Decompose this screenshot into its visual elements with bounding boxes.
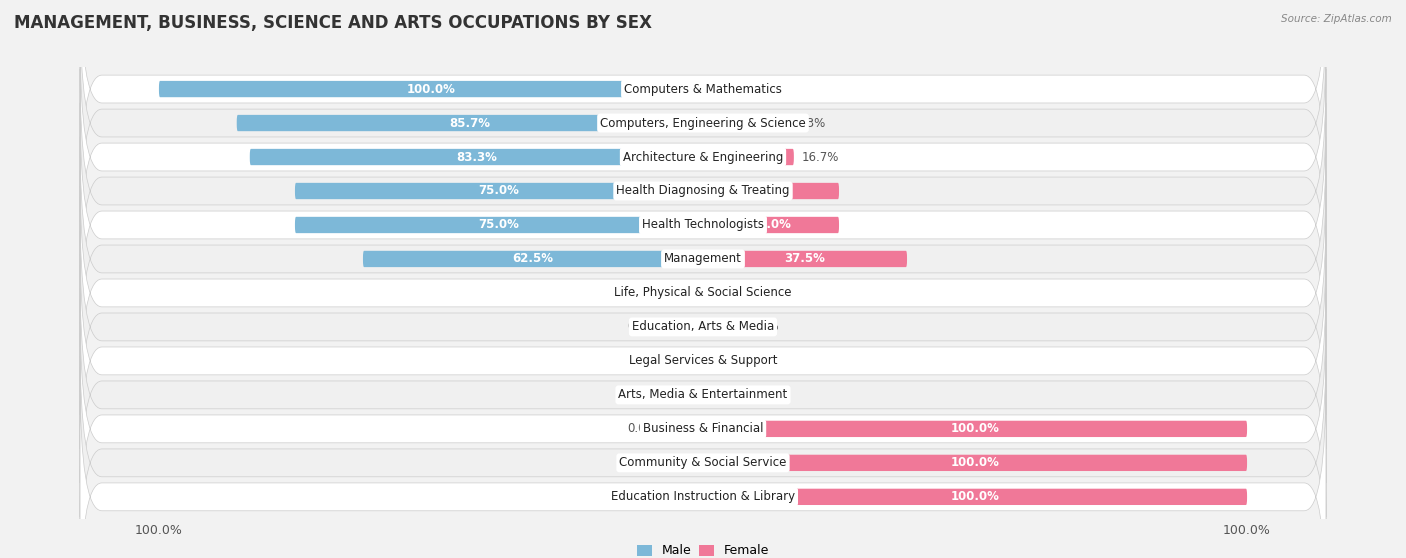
FancyBboxPatch shape bbox=[80, 273, 1326, 517]
Text: Management: Management bbox=[664, 252, 742, 266]
FancyBboxPatch shape bbox=[80, 341, 1326, 558]
FancyBboxPatch shape bbox=[295, 183, 703, 199]
Text: Life, Physical & Social Science: Life, Physical & Social Science bbox=[614, 286, 792, 300]
FancyBboxPatch shape bbox=[80, 137, 1326, 381]
Text: 75.0%: 75.0% bbox=[478, 185, 519, 198]
Text: 0.0%: 0.0% bbox=[627, 388, 657, 401]
Text: Business & Financial: Business & Financial bbox=[643, 422, 763, 435]
Text: 83.3%: 83.3% bbox=[456, 151, 496, 163]
FancyBboxPatch shape bbox=[665, 353, 703, 369]
Text: Architecture & Engineering: Architecture & Engineering bbox=[623, 151, 783, 163]
Text: 25.0%: 25.0% bbox=[751, 219, 792, 232]
Text: 0.0%: 0.0% bbox=[627, 422, 657, 435]
FancyBboxPatch shape bbox=[665, 319, 703, 335]
FancyBboxPatch shape bbox=[703, 455, 1247, 471]
FancyBboxPatch shape bbox=[80, 1, 1326, 245]
FancyBboxPatch shape bbox=[703, 285, 741, 301]
FancyBboxPatch shape bbox=[703, 353, 741, 369]
FancyBboxPatch shape bbox=[703, 421, 1247, 437]
Text: 100.0%: 100.0% bbox=[950, 456, 1000, 469]
FancyBboxPatch shape bbox=[703, 81, 741, 97]
FancyBboxPatch shape bbox=[665, 455, 703, 471]
Text: 0.0%: 0.0% bbox=[627, 320, 657, 334]
FancyBboxPatch shape bbox=[236, 115, 703, 131]
Text: 37.5%: 37.5% bbox=[785, 252, 825, 266]
Text: 0.0%: 0.0% bbox=[627, 456, 657, 469]
Text: 75.0%: 75.0% bbox=[478, 219, 519, 232]
Text: 0.0%: 0.0% bbox=[749, 83, 779, 95]
FancyBboxPatch shape bbox=[80, 375, 1326, 558]
FancyBboxPatch shape bbox=[295, 217, 703, 233]
Text: Education Instruction & Library: Education Instruction & Library bbox=[612, 490, 794, 503]
FancyBboxPatch shape bbox=[703, 115, 780, 131]
FancyBboxPatch shape bbox=[80, 69, 1326, 313]
FancyBboxPatch shape bbox=[250, 149, 703, 165]
Text: 100.0%: 100.0% bbox=[950, 490, 1000, 503]
Text: Legal Services & Support: Legal Services & Support bbox=[628, 354, 778, 367]
Text: 0.0%: 0.0% bbox=[749, 286, 779, 300]
Text: Computers & Mathematics: Computers & Mathematics bbox=[624, 83, 782, 95]
FancyBboxPatch shape bbox=[665, 421, 703, 437]
Text: 0.0%: 0.0% bbox=[627, 286, 657, 300]
FancyBboxPatch shape bbox=[665, 387, 703, 403]
FancyBboxPatch shape bbox=[80, 0, 1326, 211]
Text: 62.5%: 62.5% bbox=[512, 252, 554, 266]
FancyBboxPatch shape bbox=[703, 251, 907, 267]
Text: 100.0%: 100.0% bbox=[950, 422, 1000, 435]
Text: 0.0%: 0.0% bbox=[749, 354, 779, 367]
Text: 0.0%: 0.0% bbox=[627, 490, 657, 503]
FancyBboxPatch shape bbox=[80, 171, 1326, 415]
FancyBboxPatch shape bbox=[703, 183, 839, 199]
FancyBboxPatch shape bbox=[80, 205, 1326, 449]
FancyBboxPatch shape bbox=[703, 387, 741, 403]
Legend: Male, Female: Male, Female bbox=[631, 540, 775, 558]
FancyBboxPatch shape bbox=[665, 489, 703, 505]
Text: 0.0%: 0.0% bbox=[627, 354, 657, 367]
Text: MANAGEMENT, BUSINESS, SCIENCE AND ARTS OCCUPATIONS BY SEX: MANAGEMENT, BUSINESS, SCIENCE AND ARTS O… bbox=[14, 14, 652, 32]
FancyBboxPatch shape bbox=[703, 149, 794, 165]
Text: 16.7%: 16.7% bbox=[801, 151, 839, 163]
Text: 25.0%: 25.0% bbox=[751, 185, 792, 198]
FancyBboxPatch shape bbox=[703, 217, 839, 233]
Text: Education, Arts & Media: Education, Arts & Media bbox=[631, 320, 775, 334]
FancyBboxPatch shape bbox=[159, 81, 703, 97]
FancyBboxPatch shape bbox=[703, 319, 741, 335]
FancyBboxPatch shape bbox=[665, 285, 703, 301]
Text: 100.0%: 100.0% bbox=[406, 83, 456, 95]
FancyBboxPatch shape bbox=[80, 103, 1326, 347]
Text: 0.0%: 0.0% bbox=[749, 320, 779, 334]
Text: Arts, Media & Entertainment: Arts, Media & Entertainment bbox=[619, 388, 787, 401]
FancyBboxPatch shape bbox=[80, 239, 1326, 483]
Text: Source: ZipAtlas.com: Source: ZipAtlas.com bbox=[1281, 14, 1392, 24]
Text: 0.0%: 0.0% bbox=[749, 388, 779, 401]
Text: 14.3%: 14.3% bbox=[789, 117, 827, 129]
Text: Health Technologists: Health Technologists bbox=[643, 219, 763, 232]
FancyBboxPatch shape bbox=[80, 307, 1326, 551]
FancyBboxPatch shape bbox=[363, 251, 703, 267]
Text: Computers, Engineering & Science: Computers, Engineering & Science bbox=[600, 117, 806, 129]
Text: Health Diagnosing & Treating: Health Diagnosing & Treating bbox=[616, 185, 790, 198]
Text: 85.7%: 85.7% bbox=[450, 117, 491, 129]
FancyBboxPatch shape bbox=[703, 489, 1247, 505]
FancyBboxPatch shape bbox=[80, 35, 1326, 279]
Text: Community & Social Service: Community & Social Service bbox=[619, 456, 787, 469]
